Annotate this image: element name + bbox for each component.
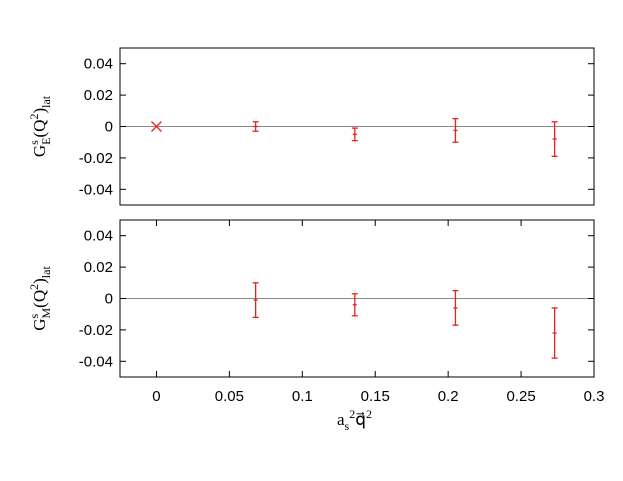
x-tick-label: 0.2 xyxy=(438,388,459,405)
y-axis-label: GsM(Q2)lat xyxy=(27,266,53,331)
label-part: E xyxy=(39,138,53,145)
label-part: 2 xyxy=(366,407,372,421)
label-part: s xyxy=(27,314,41,319)
y-tick-label: 0 xyxy=(105,119,113,136)
x-tick-label: 0.05 xyxy=(215,388,244,405)
x-tick-label: 0.1 xyxy=(292,388,313,405)
y-tick-label: 0.04 xyxy=(84,228,113,245)
label-part: q⃗ xyxy=(355,410,366,429)
y-tick-label: -0.02 xyxy=(79,150,113,167)
error-bar xyxy=(452,289,459,326)
error-bar xyxy=(551,121,558,157)
label-part: (Q xyxy=(30,120,49,138)
x-tick-label: 0 xyxy=(152,388,160,405)
label-part: G xyxy=(30,145,49,157)
point xyxy=(151,121,162,132)
label-part: s xyxy=(345,419,350,433)
y-tick-label: -0.04 xyxy=(79,181,113,198)
label-part: lat xyxy=(39,266,53,279)
x-tick-label: 0.15 xyxy=(361,388,390,405)
error-bar xyxy=(551,307,558,359)
label-part: ) xyxy=(30,278,49,284)
label-part: 2 xyxy=(27,284,41,290)
y-tick-label: -0.02 xyxy=(79,322,113,339)
marker-stroke xyxy=(151,121,162,132)
error-bar xyxy=(351,127,358,142)
error-bar xyxy=(252,121,259,132)
label-part: ) xyxy=(30,108,49,114)
label-part: (Q xyxy=(30,290,49,308)
label-part: 2 xyxy=(349,407,355,421)
label-part: s xyxy=(27,140,41,145)
y-tick-label: -0.04 xyxy=(79,353,113,370)
label-part: lat xyxy=(39,95,53,108)
y-tick-label: 0.02 xyxy=(84,87,113,104)
error-bar xyxy=(252,282,259,318)
x-axis-label: as2q⃗2 xyxy=(337,407,372,433)
y-tick-label: 0.02 xyxy=(84,259,113,276)
label-part: G xyxy=(30,319,49,331)
error-bar xyxy=(452,118,459,143)
y-tick-label: 0 xyxy=(105,291,113,308)
label-part: a xyxy=(337,410,345,429)
label-part: M xyxy=(39,308,53,319)
x-tick-label: 0.3 xyxy=(584,388,605,405)
y-axis-label: GsE(Q2)lat xyxy=(27,95,53,157)
error-bar xyxy=(351,293,358,317)
x-tick-label: 0.25 xyxy=(506,388,535,405)
y-tick-label: 0.04 xyxy=(84,56,113,73)
label-part: 2 xyxy=(27,114,41,120)
